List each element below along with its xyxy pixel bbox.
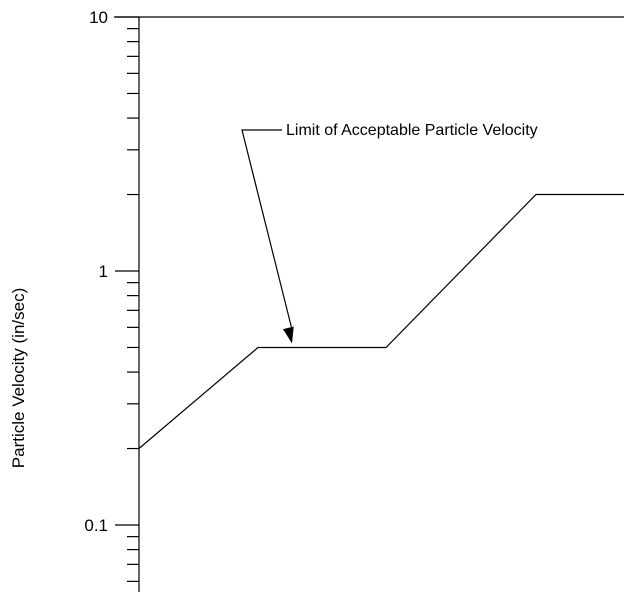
y-tick-label-1: 1 bbox=[99, 262, 108, 281]
y-axis-label: Particle Velocity (in/sec) bbox=[9, 288, 28, 468]
y-tick-label-0-1: 0.1 bbox=[84, 516, 108, 535]
limit-line bbox=[138, 193, 624, 449]
y-tick-labels: 10 1 0.1 bbox=[84, 8, 108, 535]
y-axis-ticks bbox=[115, 16, 139, 582]
annotation-text: Limit of Acceptable Particle Velocity bbox=[286, 122, 538, 139]
annotation: Limit of Acceptable Particle Velocity bbox=[241, 122, 538, 344]
annotation-arrowhead bbox=[283, 326, 294, 344]
y-tick-label-10: 10 bbox=[89, 8, 108, 27]
annotation-leader-line bbox=[241, 129, 293, 330]
